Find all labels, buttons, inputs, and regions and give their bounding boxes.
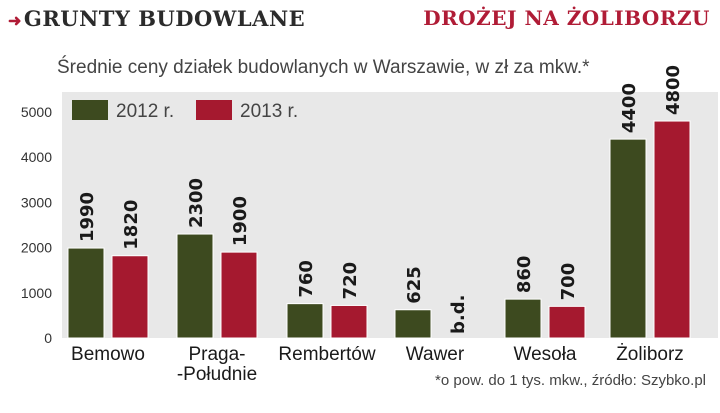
bar — [330, 304, 368, 339]
value-label: 720 — [340, 262, 361, 300]
value-label: 4400 — [619, 83, 640, 133]
arrow-icon: ➜ — [8, 11, 22, 30]
bar — [548, 305, 586, 339]
legend-swatch — [72, 100, 108, 120]
bar — [286, 303, 324, 339]
y-tick-label: 3000 — [21, 194, 52, 210]
category-label: Żoliborz — [616, 344, 684, 365]
bar — [176, 233, 214, 339]
bar — [67, 247, 105, 339]
kicker: ➜GRUNTY BUDOWLANE — [8, 6, 305, 31]
plot-background — [62, 92, 718, 338]
category-label: Bemowo — [71, 344, 145, 365]
chart-title: Średnie ceny działek budowlanych w Warsz… — [57, 57, 590, 78]
kicker-text: GRUNTY BUDOWLANE — [23, 6, 306, 31]
headline: DROŻEJ NA ŻOLIBORZU — [423, 6, 710, 30]
value-label: 4800 — [663, 65, 684, 115]
value-label: 760 — [296, 260, 317, 298]
value-label: 1820 — [121, 200, 142, 250]
legend-swatch — [196, 100, 232, 120]
bar — [504, 298, 542, 339]
legend: 2012 r. 2013 r. — [72, 100, 298, 122]
bar — [220, 251, 258, 339]
bars: 1990 1820 2300 1900 760 720 625 b.d. 860 700 4400 4… — [67, 65, 691, 339]
value-label: 700 — [558, 263, 579, 301]
y-tick-label: 2000 — [21, 240, 52, 256]
value-label: 860 — [514, 256, 535, 294]
value-label: 1900 — [230, 196, 251, 246]
legend-label: 2013 r. — [240, 101, 298, 122]
bar — [653, 120, 691, 339]
y-axis: 0 1000 2000 3000 4000 5000 — [21, 104, 52, 346]
value-label: 1990 — [77, 192, 98, 242]
y-tick-label: 1000 — [21, 285, 52, 301]
value-label: 625 — [404, 266, 425, 304]
y-tick-label: 4000 — [21, 149, 52, 165]
y-tick-label: 0 — [44, 330, 52, 346]
category-label: Wawer — [406, 344, 465, 365]
bar — [394, 309, 432, 339]
bar — [609, 138, 647, 339]
footnote: *o pow. do 1 tys. mkw., źródło: Szybko.p… — [435, 372, 706, 389]
header: ➜GRUNTY BUDOWLANE DROŻEJ NA ŻOLIBORZU — [0, 0, 720, 34]
y-tick-label: 5000 — [21, 104, 52, 120]
category-labels: Bemowo Praga--Południe Rembertów Wawer Wesoł… — [71, 344, 684, 385]
category-label: Praga- — [188, 344, 245, 365]
value-label: 2300 — [186, 178, 207, 228]
value-label: b.d. — [448, 295, 469, 334]
category-label: -Południe — [177, 364, 257, 385]
legend-label: 2012 r. — [116, 101, 174, 122]
bar — [111, 255, 149, 339]
category-label: Rembertów — [278, 344, 375, 365]
category-label: Wesoła — [513, 344, 576, 365]
